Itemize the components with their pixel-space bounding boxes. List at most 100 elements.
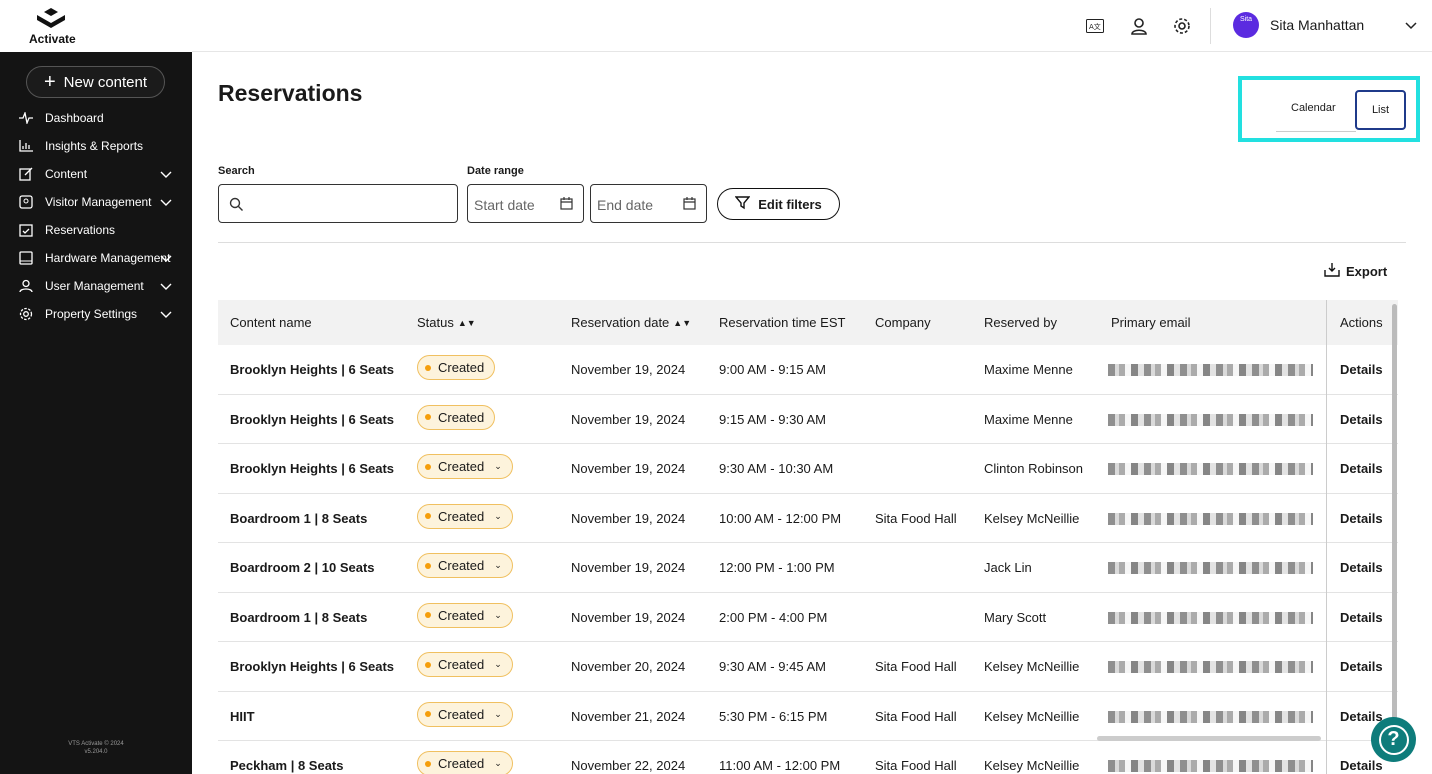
status-dot-icon	[425, 760, 431, 767]
status-label: Created	[438, 508, 485, 524]
reservation-time-cell: 9:30 AM - 10:30 AM	[719, 461, 834, 476]
status-badge[interactable]: Created ⌄	[417, 701, 513, 727]
search-input[interactable]	[218, 184, 458, 223]
calendar-icon	[683, 197, 696, 213]
status-dot-icon	[425, 513, 431, 519]
status-label: Created	[438, 558, 485, 573]
sidebar-nav: Dashboard Insights & Reports Content Visito…	[0, 104, 192, 328]
filter-icon	[734, 195, 751, 213]
details-link[interactable]: Details	[1340, 560, 1383, 575]
help-button[interactable]: ?	[1371, 717, 1416, 762]
status-label: Created	[438, 409, 485, 425]
reserved-by-cell: Kelsey McNeillie	[984, 708, 1080, 724]
chevron-down-icon: ⌄	[494, 758, 502, 768]
logo[interactable]: Activate	[0, 0, 192, 52]
calendar-view-tab[interactable]: Calendar	[1291, 102, 1336, 114]
top-bar: A文 Sita Sita Manhattan	[192, 0, 1432, 52]
end-date-input[interactable]: End date	[590, 184, 707, 223]
version-info: VTS Activate © 2024 v5.204.0	[0, 740, 192, 756]
sidebar-item-hardware-management[interactable]: Hardware Management	[0, 244, 192, 272]
details-link[interactable]: Details	[1340, 362, 1383, 377]
details-link[interactable]: Details	[1340, 659, 1383, 674]
chevron-down-icon[interactable]	[1404, 18, 1418, 37]
details-link[interactable]: Details	[1340, 758, 1383, 773]
list-view-tab[interactable]: List	[1355, 90, 1406, 130]
redacted-email	[1108, 710, 1313, 723]
chevron-down-icon: ⌄	[494, 609, 502, 620]
reservation-time-cell: 9:15 AM - 9:30 AM	[719, 411, 826, 427]
status-badge[interactable]: Created ⌄	[417, 602, 513, 628]
reservation-time-cell: 9:30 AM - 9:45 AM	[719, 659, 826, 674]
reserved-by-cell: Jack Lin	[984, 560, 1032, 575]
reservation-date-cell: November 21, 2024	[571, 708, 686, 724]
sidebar-item-visitor-management[interactable]: Visitor Management	[0, 188, 192, 216]
details-link[interactable]: Details	[1340, 510, 1383, 526]
details-link[interactable]: Details	[1340, 609, 1383, 625]
details-link[interactable]: Details	[1340, 411, 1383, 427]
settings-gear-icon[interactable]	[1172, 16, 1192, 36]
table-row: Brooklyn Heights | 6 Seats Created ⌄ Novemb…	[218, 642, 1398, 692]
status-badge[interactable]: Created ⌄	[417, 751, 513, 774]
sidebar-item-content[interactable]: Content	[0, 160, 192, 188]
profile-icon[interactable]	[1129, 16, 1149, 36]
redacted-email	[1108, 413, 1313, 426]
status-badge[interactable]: Created ⌄	[417, 553, 513, 578]
details-link[interactable]: Details	[1340, 461, 1383, 476]
sidebar-item-reservations[interactable]: Reservations	[0, 216, 192, 244]
reserved-by-cell: Maxime Menne	[984, 362, 1073, 377]
visitor-icon	[18, 194, 34, 210]
redacted-email	[1108, 463, 1313, 475]
avatar[interactable]: Sita	[1233, 12, 1259, 38]
chevron-down-icon[interactable]	[160, 196, 172, 211]
chevron-down-icon[interactable]	[160, 280, 172, 295]
redacted-email	[1108, 364, 1313, 376]
chevron-down-icon[interactable]	[160, 252, 172, 267]
content-name-cell: Brooklyn Heights | 6 Seats	[230, 659, 395, 674]
horizontal-scrollbar[interactable]	[1097, 736, 1321, 741]
topbar-divider	[1210, 8, 1211, 44]
reservation-time-cell: 10:00 AM - 12:00 PM	[719, 510, 842, 526]
plus-icon: +	[43, 71, 56, 93]
col-reservation-date[interactable]: Reservation date ▲▼	[571, 315, 691, 330]
edit-filters-button[interactable]: Edit filters	[717, 188, 840, 220]
translate-icon[interactable]: A文	[1085, 16, 1105, 36]
chevron-down-icon: ⌄	[494, 461, 502, 471]
sort-icon: ▲▼	[457, 318, 476, 328]
chevron-down-icon[interactable]	[160, 168, 172, 183]
col-status[interactable]: Status ▲▼	[417, 315, 476, 330]
redacted-email	[1108, 611, 1313, 624]
vertical-scrollbar[interactable]	[1392, 304, 1397, 744]
reservation-date-cell: November 19, 2024	[571, 362, 686, 377]
col-status-label: Status	[417, 315, 454, 330]
details-link[interactable]: Details	[1340, 708, 1383, 724]
reservation-date-cell: November 19, 2024	[571, 609, 686, 625]
sidebar-item-property-settings[interactable]: Property Settings	[0, 300, 192, 328]
reservation-date-cell: November 20, 2024	[571, 659, 686, 674]
reservation-time-cell: 9:00 AM - 9:15 AM	[719, 362, 826, 377]
edit-filters-label: Edit filters	[758, 196, 822, 212]
start-date-input[interactable]: Start date	[467, 184, 584, 223]
status-badge[interactable]: Created ⌄	[417, 503, 513, 529]
status-badge[interactable]: Created ⌄	[417, 454, 513, 479]
company-cell: Sita Food Hall	[875, 758, 957, 773]
new-content-button[interactable]: + New content	[26, 66, 165, 98]
sidebar-item-label: Visitor Management	[45, 195, 152, 209]
export-button[interactable]: Export	[1324, 262, 1387, 280]
version-text: v5.204.0	[84, 749, 108, 755]
redacted-email	[1108, 562, 1313, 574]
sidebar-item-label: Reservations	[45, 223, 116, 237]
col-reservation-date-label: Reservation date	[571, 315, 670, 330]
help-question-icon: ?	[1378, 724, 1409, 755]
col-reserved-by: Reserved by	[984, 315, 1057, 330]
sidebar-item-user-management[interactable]: User Management	[0, 272, 192, 300]
sidebar-item-dashboard[interactable]: Dashboard	[0, 104, 192, 132]
status-label: Created	[438, 360, 485, 375]
status-label: Created	[438, 607, 485, 623]
user-name[interactable]: Sita Manhattan	[1270, 17, 1365, 33]
sidebar-item-insights-reports[interactable]: Insights & Reports	[0, 132, 192, 160]
status-badge[interactable]: Created ⌄	[417, 652, 513, 677]
reserved-by-cell: Mary Scott	[984, 609, 1047, 625]
chevron-down-icon[interactable]	[160, 308, 172, 323]
copyright-text: VTS Activate © 2024	[68, 741, 124, 747]
reserved-by-cell: Clinton Robinson	[984, 461, 1084, 476]
